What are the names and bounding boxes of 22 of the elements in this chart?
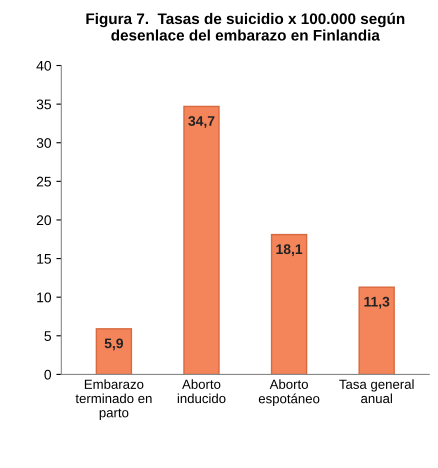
y-tick-label: 20 [36, 215, 52, 226]
y-tick-label: 40 [36, 60, 52, 71]
y-tick-label: 10 [37, 292, 52, 302]
bar [183, 106, 220, 374]
y-tick-label: 0 [44, 370, 52, 380]
y-tick-label: 15 [37, 254, 52, 264]
data-label: 5,9 [104, 338, 124, 350]
bar [358, 286, 395, 374]
y-tick-label: 35 [36, 99, 52, 110]
data-label: 18,1 [276, 244, 302, 256]
y-tick-label: 5 [44, 331, 52, 341]
bar [270, 234, 308, 374]
x-tick-label: Aborto inducido [178, 379, 226, 404]
chart-title: Figura 7. Tasas de suicidio x 100.000 según desenlace del embarazo en Finlandia [86, 12, 404, 41]
x-tick-label: Embarazo terminado en parto [76, 379, 152, 420]
bar [96, 328, 132, 374]
y-tick-label: 25 [36, 176, 52, 187]
x-tick-label: Aborto espotáneo [258, 379, 320, 406]
x-tick-label: Tasa general anual [339, 379, 414, 404]
data-label: 11,3 [364, 296, 390, 309]
y-tick-label: 30 [36, 138, 52, 148]
data-label: 34,7 [188, 116, 214, 128]
